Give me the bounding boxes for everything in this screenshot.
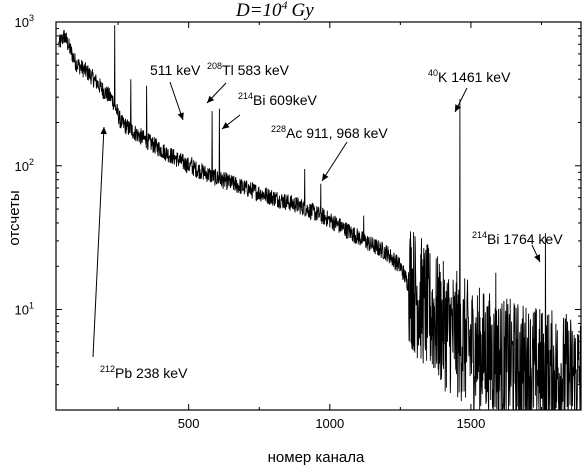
annotation-arrowhead bbox=[207, 95, 215, 103]
annotation-arrowhead bbox=[177, 112, 184, 120]
annotation-arrowhead bbox=[222, 122, 230, 129]
plot-frame bbox=[55, 21, 582, 411]
chart-title: D=104 Gy bbox=[235, 0, 314, 21]
annotation-label: 40K 1461 keV bbox=[428, 68, 511, 85]
chart-title-unit: Gy bbox=[292, 0, 315, 21]
y-tick-label: 103 bbox=[15, 13, 34, 30]
chart-title-main: D=10 bbox=[235, 0, 282, 21]
annotation-label: 212Pb 238 keV bbox=[100, 364, 188, 381]
y-tick-label: 102 bbox=[15, 157, 34, 174]
plot-area: 500 1000 1500 101 102 103 212Pb 238 keV 511 keV… bbox=[15, 13, 582, 431]
y-tick-label: 101 bbox=[15, 301, 34, 318]
x-tick-label: 1000 bbox=[315, 416, 344, 431]
y-axis-label: отсчеты bbox=[6, 190, 23, 245]
annotation-label: 214Bi 1764 keV bbox=[472, 230, 563, 247]
annotation-label: 208Tl 583 keV bbox=[207, 61, 290, 78]
annotation-label: 214Bi 609keV bbox=[238, 91, 318, 108]
x-tick-label: 500 bbox=[178, 416, 200, 431]
annotation-label: 511 keV bbox=[150, 62, 201, 78]
annotation-arrowhead bbox=[534, 254, 540, 262]
x-axis-label: номер канала bbox=[268, 449, 365, 466]
annotation-arrowhead bbox=[100, 127, 107, 135]
spectrum-series-line bbox=[58, 25, 581, 411]
annotation-label: 228Ac 911, 968 keV bbox=[271, 124, 388, 141]
annotation-arrowhead bbox=[455, 104, 461, 112]
x-tick-label: 1500 bbox=[456, 416, 485, 431]
annotation-arrow bbox=[321, 141, 348, 182]
chart-title-sup: 4 bbox=[282, 0, 288, 12]
annotation-arrowhead bbox=[322, 173, 329, 181]
annotation-arrow bbox=[92, 126, 105, 358]
